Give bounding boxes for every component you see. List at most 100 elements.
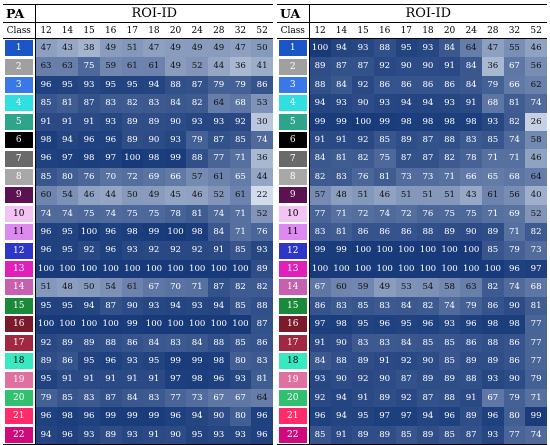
- ua-table: UA ROI-ID Class 12 14 15 16 17 18 20 24 28 32 52 1…: [277, 5, 547, 444]
- class-cell: 21: [3, 407, 36, 426]
- value-cell: 52: [208, 186, 230, 205]
- value-cell: 99: [186, 351, 208, 371]
- pa-table-panel: PA ROI-ID Class 12 14 15 16 17 18 20 24 28 32 52 1…: [3, 4, 273, 445]
- value-cell: 89: [395, 131, 418, 150]
- table-row: 19 93 90 92 90 87 89 89 88 93 90 79: [277, 370, 547, 389]
- value-cell: 94: [330, 38, 353, 58]
- value-cell: 62: [525, 75, 547, 95]
- value-cell: 89: [417, 370, 439, 389]
- ua-roi-id-header: 17: [395, 22, 418, 39]
- ua-table-panel: UA ROI-ID Class 12 14 15 16 17 18 20 24 28 32 52 1…: [277, 4, 547, 445]
- class-swatch: 21: [279, 408, 307, 425]
- value-cell: 96: [208, 370, 230, 389]
- value-cell: 71: [438, 167, 461, 187]
- class-swatch: 19: [5, 371, 33, 388]
- class-cell: 6: [3, 131, 36, 150]
- value-cell: 98: [482, 315, 504, 334]
- value-cell: 92: [35, 333, 57, 352]
- value-cell: 86: [482, 296, 504, 316]
- value-cell: 84: [309, 351, 331, 371]
- table-row: 1 100 94 93 88 95 93 84 64 47 55 46: [277, 38, 547, 58]
- class-swatch: 12: [5, 242, 33, 259]
- value-cell: 97: [99, 149, 122, 168]
- table-row: 16 100 100 100 100 99 100 100 100 100 100 87: [3, 315, 273, 334]
- ua-roi-header: ROI-ID: [309, 5, 547, 23]
- value-cell: 95: [143, 351, 165, 371]
- value-cell: 85: [395, 425, 418, 444]
- value-cell: 85: [229, 296, 252, 316]
- value-cell: 96: [164, 407, 187, 426]
- value-cell: 41: [251, 57, 273, 76]
- value-cell: 96: [35, 407, 57, 426]
- value-cell: 71: [229, 149, 252, 168]
- value-cell: 71: [482, 204, 504, 224]
- value-cell: 98: [56, 407, 79, 426]
- value-cell: 93: [164, 131, 187, 150]
- value-cell: 61: [121, 278, 144, 297]
- value-cell: 56: [525, 57, 547, 76]
- value-cell: 54: [99, 278, 122, 297]
- value-cell: 98: [78, 149, 100, 168]
- value-cell: 91: [373, 351, 396, 371]
- ua-class-header: Class: [277, 22, 310, 39]
- value-cell: 91: [143, 425, 165, 444]
- value-cell: 55: [503, 38, 526, 58]
- value-cell: 74: [35, 204, 57, 224]
- value-cell: 100: [460, 259, 482, 279]
- value-cell: 48: [56, 278, 79, 297]
- value-cell: 49: [164, 38, 187, 58]
- value-cell: 85: [352, 296, 374, 316]
- value-cell: 75: [373, 149, 396, 168]
- value-cell: 93: [186, 112, 208, 132]
- class-swatch: 3: [5, 77, 33, 94]
- pa-roi-header: ROI-ID: [35, 5, 273, 23]
- value-cell: 95: [186, 425, 208, 444]
- class-swatch: 5: [5, 113, 33, 130]
- class-cell: 2: [277, 57, 310, 76]
- class-cell: 10: [277, 204, 310, 224]
- value-cell: 87: [99, 296, 122, 316]
- ua-roi-id-header: 14: [330, 22, 353, 39]
- value-cell: 98: [121, 223, 144, 242]
- value-cell: 71: [229, 204, 252, 224]
- value-cell: 90: [503, 296, 526, 316]
- value-cell: 76: [417, 204, 439, 224]
- value-cell: 56: [503, 186, 526, 205]
- value-cell: 59: [99, 57, 122, 76]
- class-cell: 14: [277, 278, 310, 297]
- value-cell: 44: [99, 186, 122, 205]
- class-swatch: 6: [5, 132, 33, 149]
- value-cell: 96: [251, 425, 273, 444]
- value-cell: 66: [503, 75, 526, 95]
- value-cell: 85: [438, 351, 461, 371]
- value-cell: 96: [99, 241, 122, 260]
- value-cell: 79: [460, 296, 482, 316]
- class-swatch: 7: [5, 150, 33, 167]
- class-cell: 11: [277, 223, 310, 242]
- class-cell: 19: [3, 370, 36, 389]
- value-cell: 71: [525, 388, 547, 408]
- value-cell: 90: [373, 370, 396, 389]
- class-swatch: 16: [279, 316, 307, 333]
- value-cell: 67: [482, 388, 504, 408]
- value-cell: 72: [395, 204, 418, 224]
- class-swatch: 4: [279, 95, 307, 112]
- value-cell: 91: [78, 370, 100, 389]
- value-cell: 85: [482, 241, 504, 260]
- value-cell: 51: [121, 38, 144, 58]
- table-row: 16 97 98 95 96 95 96 93 96 98 98 77: [277, 315, 547, 334]
- value-cell: 76: [352, 167, 374, 187]
- value-cell: 90: [417, 351, 439, 371]
- value-cell: 94: [164, 296, 187, 316]
- value-cell: 51: [35, 278, 57, 297]
- value-cell: 82: [438, 149, 461, 168]
- table-row: 6 91 91 92 85 89 87 88 83 85 74 58: [277, 131, 547, 150]
- value-cell: 91: [460, 388, 482, 408]
- class-swatch: 5: [279, 113, 307, 130]
- value-cell: 84: [208, 223, 230, 242]
- value-cell: 94: [417, 94, 439, 113]
- value-cell: 95: [395, 38, 418, 58]
- pa-roi-id-header: 12: [35, 22, 57, 39]
- value-cell: 36: [482, 57, 504, 76]
- value-cell: 99: [525, 407, 547, 426]
